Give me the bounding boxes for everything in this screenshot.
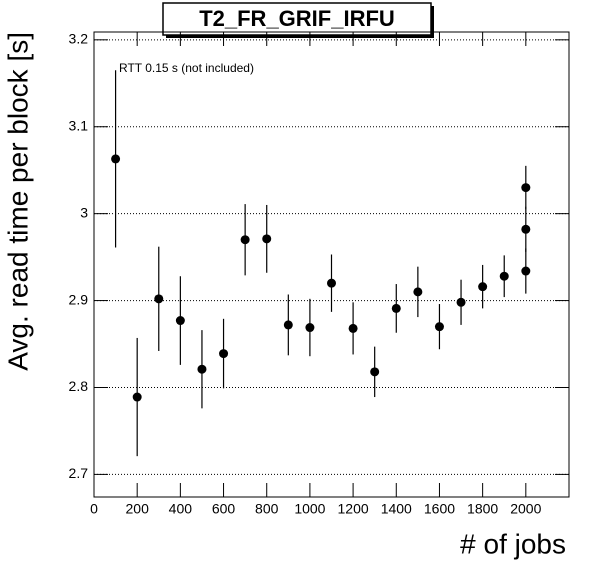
y-tick-label: 2.8 bbox=[69, 378, 89, 394]
data-point bbox=[521, 266, 531, 276]
x-tick-label: 200 bbox=[126, 501, 150, 517]
x-axis-label: # of jobs bbox=[460, 528, 566, 559]
data-point bbox=[197, 364, 207, 374]
data-point bbox=[111, 154, 121, 164]
data-point bbox=[456, 297, 466, 307]
x-tick-label: 1000 bbox=[294, 501, 325, 517]
data-point bbox=[521, 183, 531, 193]
data-point bbox=[175, 316, 185, 326]
x-tick-label: 0 bbox=[90, 501, 98, 517]
chart-title: T2_FR_GRIF_IRFU bbox=[199, 6, 395, 31]
y-tick-label: 3 bbox=[80, 204, 88, 220]
data-point bbox=[305, 323, 315, 333]
data-point bbox=[219, 349, 229, 359]
data-point bbox=[348, 323, 358, 333]
x-tick-label: 800 bbox=[255, 501, 279, 517]
x-tick-label: 2000 bbox=[510, 501, 541, 517]
x-tick-label: 600 bbox=[212, 501, 236, 517]
y-tick-label: 2.9 bbox=[69, 291, 89, 307]
y-tick-label: 2.7 bbox=[69, 465, 89, 481]
data-point bbox=[413, 287, 423, 297]
y-tick-label: 3.2 bbox=[69, 31, 89, 47]
x-tick-label: 1800 bbox=[467, 501, 498, 517]
x-tick-label: 400 bbox=[169, 501, 193, 517]
title-box bbox=[162, 2, 432, 36]
data-point bbox=[262, 234, 272, 244]
x-tick-label: 1200 bbox=[338, 501, 369, 517]
data-point bbox=[327, 278, 336, 288]
x-tick-label: 1400 bbox=[381, 501, 412, 517]
data-point bbox=[132, 392, 142, 402]
data-point bbox=[499, 271, 509, 281]
plot-frame bbox=[93, 31, 570, 498]
data-point bbox=[283, 320, 293, 330]
data-point bbox=[154, 294, 164, 304]
x-tick-label: 1600 bbox=[424, 501, 455, 517]
y-tick-label: 3.1 bbox=[69, 117, 89, 133]
annotation: RTT 0.15 s (not included) bbox=[119, 61, 254, 75]
data-point bbox=[240, 235, 250, 245]
data-point bbox=[391, 303, 401, 313]
data-point bbox=[478, 282, 488, 292]
data-point bbox=[370, 367, 380, 377]
y-axis-label: Avg. read time per block [s] bbox=[2, 32, 33, 371]
data-point bbox=[434, 322, 444, 332]
data-point bbox=[521, 224, 531, 234]
